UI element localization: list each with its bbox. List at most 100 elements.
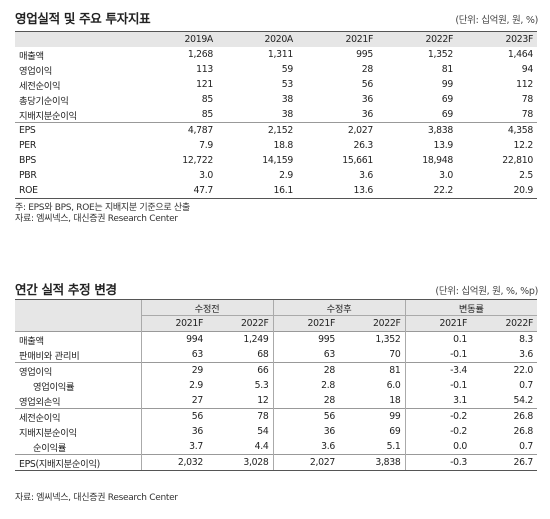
value-cell: 3,838	[339, 454, 406, 471]
row-label: 영업외손익	[19, 396, 61, 408]
group-header-row: 수정전 수정후 변동률	[15, 299, 538, 332]
value-cell: 121	[196, 79, 213, 90]
value-cell: 1,464	[507, 49, 533, 60]
value-cell: 81	[339, 362, 406, 378]
value-cell: 22,810	[502, 155, 533, 166]
value-cell: 38	[281, 109, 294, 120]
value-cell: 56	[361, 79, 374, 90]
table-row: PBR 3.0 2.9 3.6 3.0 2.5	[15, 168, 537, 183]
year-header: 2022F	[377, 31, 457, 47]
year-header: 2023F	[457, 31, 537, 47]
value-cell: 1,249	[207, 331, 274, 347]
value-cell: 13.9	[433, 140, 453, 151]
value-cell: -3.4	[404, 362, 472, 378]
row-label: PER	[19, 140, 37, 151]
row-label: 세전순이익	[15, 408, 141, 424]
value-cell: 54	[257, 426, 269, 437]
value-cell: 28	[272, 362, 340, 378]
value-cell: 5.1	[386, 441, 401, 452]
value-cell: 4,358	[457, 122, 537, 138]
year-header: 2020A	[217, 31, 297, 47]
year-header: 2021F	[272, 315, 340, 332]
value-cell: 36	[361, 94, 374, 105]
value-cell: 1,268	[187, 49, 213, 60]
value-cell: 26.8	[513, 426, 534, 437]
row-label: EPS	[15, 122, 137, 138]
year-header: 2022F	[339, 315, 406, 332]
value-cell: 1,311	[267, 49, 293, 60]
value-cell: 2.8	[272, 378, 340, 393]
table-row: 지배지분순이익 85 38 36 69 78	[15, 107, 537, 123]
value-cell: 4,787	[137, 122, 217, 138]
row-label: 순이익률	[33, 442, 67, 454]
row-label: 매출액	[15, 331, 141, 347]
value-cell: 2.9	[279, 170, 293, 181]
table2-source: 자료: 엠씨넥스, 대신증권 Research Center	[15, 493, 178, 503]
table-row: 총당기순이익 85 38 36 69 78	[15, 92, 537, 107]
value-cell: 59	[281, 64, 294, 75]
table-row: 매출액 994 1,249 995 1,352 0.1 8.3	[15, 331, 538, 347]
value-cell: 22.2	[377, 183, 457, 199]
value-cell: 0.7	[519, 380, 534, 391]
row-label: 지배지분순이익	[19, 427, 77, 439]
table1-source: 자료: 엠씨넥스, 대신증권 Research Center	[15, 214, 178, 224]
value-cell: 26.3	[353, 140, 373, 151]
value-cell: 3.6	[359, 170, 373, 181]
value-cell: 36	[361, 109, 374, 120]
value-cell: 22.0	[471, 362, 538, 378]
value-cell: 995	[272, 331, 340, 347]
value-cell: 36	[140, 424, 207, 439]
table-row: EPS(지배지분순이익) 2,032 3,028 2,027 3,838 -0.3 26.7	[15, 454, 538, 471]
value-cell: 0.1	[404, 331, 472, 347]
table2-unit: (단위: 십억원, 원, %, %p)	[435, 286, 538, 297]
table1-title: 영업실적 및 주요 투자지표	[15, 11, 151, 26]
value-cell: 56	[140, 408, 207, 424]
table-row: BPS 12,722 14,159 15,661 18,948 22,810	[15, 153, 537, 168]
value-cell: 66	[207, 362, 274, 378]
row-label: 매출액	[19, 50, 44, 62]
value-cell: 63	[272, 347, 340, 363]
value-cell: 94	[521, 64, 534, 75]
row-label: 총당기순이익	[19, 95, 69, 107]
value-cell: 113	[196, 64, 213, 75]
table-row: 순이익률 3.7 4.4 3.6 5.1 0.0 0.7	[15, 439, 537, 455]
value-cell: 2,027	[297, 122, 377, 138]
value-cell: 16.1	[217, 183, 297, 199]
value-cell: 70	[389, 349, 401, 360]
table-row: EPS 4,787 2,152 2,027 3,838 4,358	[15, 122, 537, 138]
table-row: 지배지분순이익 36 54 36 69 -0.2 26.8	[15, 424, 537, 439]
value-cell: 2,027	[272, 454, 340, 471]
row-label: 판매비와 관리비	[19, 350, 80, 362]
value-cell: 2,032	[140, 454, 207, 471]
value-cell: 1,352	[427, 49, 453, 60]
value-cell: 69	[441, 109, 454, 120]
value-cell: 99	[441, 79, 454, 90]
value-cell: 78	[521, 94, 534, 105]
value-cell: -0.1	[404, 347, 472, 363]
table-row: 세전순이익 121 53 56 99 112	[15, 77, 537, 92]
value-cell: 18.8	[273, 140, 293, 151]
value-cell: 47.7	[137, 183, 217, 199]
indicators-table: 2019A 2020A 2021F 2022F 2023F 매출액 1,268 1,311 99…	[15, 31, 537, 199]
table-row: 영업이익 113 59 28 81 94	[15, 62, 537, 77]
value-cell: 12.2	[513, 140, 533, 151]
value-cell: 12,722	[182, 155, 213, 166]
value-cell: 1,352	[339, 331, 406, 347]
row-label: BPS	[19, 155, 36, 166]
value-cell: 0.0	[404, 439, 472, 455]
value-cell: 56	[272, 408, 340, 424]
value-cell: 7.9	[199, 140, 213, 151]
value-cell: 99	[339, 408, 406, 424]
value-cell: 2,152	[217, 122, 297, 138]
value-cell: 18,948	[422, 155, 453, 166]
value-cell: 38	[281, 94, 294, 105]
row-label: ROE	[15, 183, 137, 199]
value-cell: 81	[441, 64, 454, 75]
value-cell: 36	[272, 424, 340, 439]
table-row: 세전순이익 56 78 56 99 -0.2 26.8	[15, 408, 538, 424]
value-cell: 14,159	[262, 155, 293, 166]
value-cell: 78	[521, 109, 534, 120]
value-cell: 3.0	[199, 170, 213, 181]
row-label: EPS(지배지분순이익)	[15, 454, 141, 471]
value-cell: 12	[257, 395, 269, 406]
